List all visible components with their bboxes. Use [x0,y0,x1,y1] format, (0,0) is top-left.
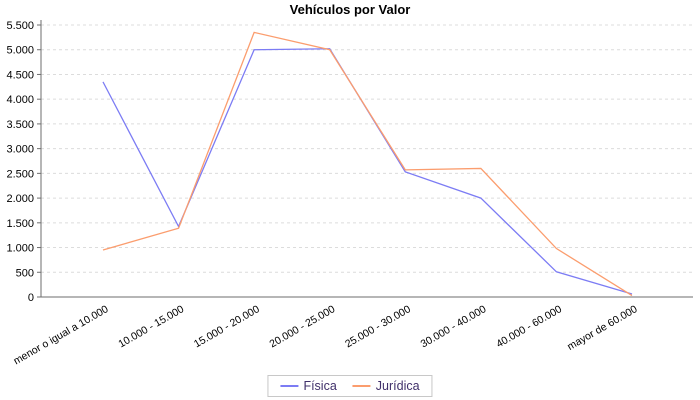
chart-title: Vehículos por Valor [289,2,411,17]
y-tick-label: 4.500 [6,69,34,81]
legend-item-juridica: Jurídica [352,379,420,393]
y-tick-label: 0 [28,292,34,304]
y-tick-label: 5.500 [6,20,34,32]
x-tick-label: 20.000 - 25.000 [268,303,338,350]
legend-label-juridica: Jurídica [375,379,420,393]
x-tick-label: 40.000 - 60.000 [494,303,564,350]
x-tick-label: 10.000 - 15.000 [116,303,186,350]
x-tick-label: 30.000 - 40.000 [419,303,489,350]
y-tick-label: 1.000 [6,243,34,255]
y-tick-label: 500 [16,267,34,279]
y-tick-label: 3.000 [6,144,34,156]
y-tick-label: 5.000 [6,45,34,57]
x-tick-label: mayor de 60.000 [565,303,639,353]
series-line-fisica [102,48,633,295]
legend-label-fisica: Física [303,379,337,393]
y-tick-label: 3.500 [6,119,34,131]
y-tick-label: 4.000 [6,94,34,106]
legend-swatch-fisica [280,385,299,387]
y-tick-label: 1.500 [6,218,34,230]
x-tick-label: menor o igual a 10.000 [11,303,110,367]
legend-swatch-juridica [352,385,371,387]
x-tick-label: 15.000 - 20.000 [192,303,262,350]
legend: Física Jurídica [267,375,433,397]
y-tick-label: 2.000 [6,193,34,205]
series-line-juridica [102,31,633,297]
y-tick-label: 2.500 [6,168,34,180]
legend-item-fisica: Física [280,379,337,393]
x-tick-label: 25.000 - 30.000 [343,303,413,350]
